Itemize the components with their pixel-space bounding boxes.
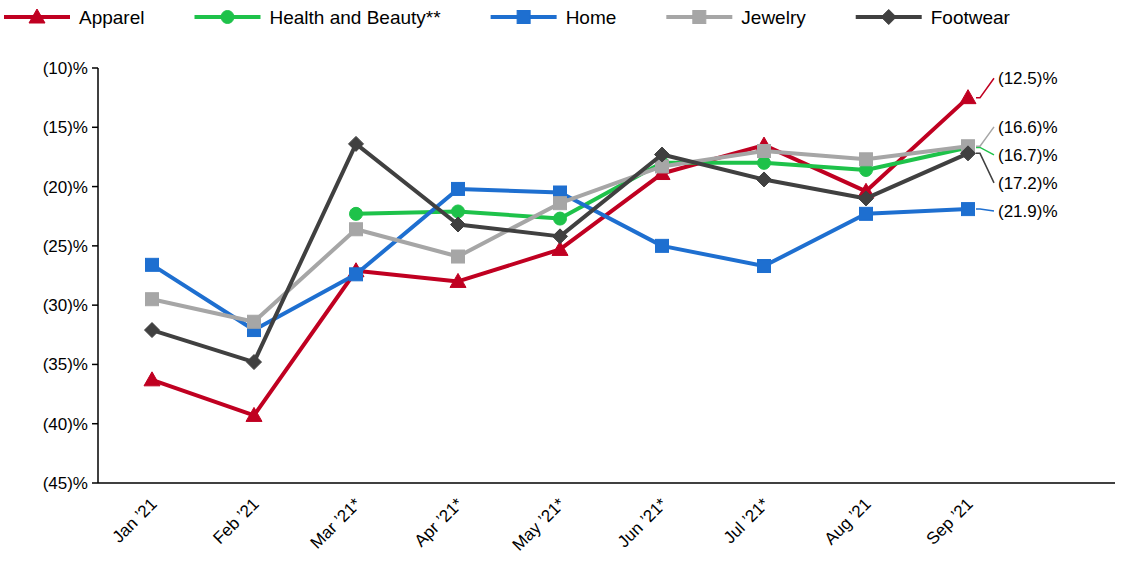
- legend-item: Footwear: [856, 7, 1011, 28]
- marker: [349, 136, 364, 151]
- marker: [451, 217, 466, 232]
- legend-label: Jewelry: [741, 7, 806, 28]
- marker: [554, 212, 567, 225]
- marker: [962, 203, 975, 216]
- marker: [452, 205, 465, 218]
- marker: [246, 407, 262, 421]
- marker: [960, 90, 976, 104]
- y-tick: [92, 364, 98, 366]
- data-label: (16.7)%: [998, 146, 1058, 165]
- legend-item: Health and Beauty**: [195, 7, 442, 28]
- x-tick-label: May ’21*: [509, 494, 569, 554]
- plot-area: [144, 90, 976, 422]
- legend-label: Home: [566, 7, 617, 28]
- y-tick: [92, 186, 98, 188]
- marker: [350, 223, 363, 236]
- marker: [146, 258, 159, 271]
- legend-label: Health and Beauty**: [270, 7, 442, 28]
- marker: [248, 315, 261, 328]
- x-tick-label: Jan ’21: [109, 494, 161, 546]
- y-tick-label: (15)%: [43, 118, 88, 137]
- y-tick: [92, 127, 98, 129]
- legend-label: Apparel: [79, 7, 145, 28]
- legend-item: Jewelry: [666, 7, 806, 28]
- y-tick: [92, 245, 98, 247]
- x-tick-label: Feb ’21: [209, 494, 263, 548]
- legend-label: Footwear: [931, 7, 1011, 28]
- y-tick-label: (45)%: [43, 474, 88, 493]
- marker: [881, 10, 896, 25]
- label-connector: [976, 153, 994, 183]
- marker: [144, 372, 160, 386]
- marker: [145, 323, 160, 338]
- marker: [656, 239, 669, 252]
- marker: [146, 293, 159, 306]
- legend-item: Home: [491, 7, 617, 28]
- x-axis: [98, 482, 1115, 484]
- data-label: (21.9)%: [998, 202, 1058, 221]
- marker: [452, 182, 465, 195]
- marker: [860, 153, 873, 166]
- marker: [859, 191, 874, 206]
- x-tick-label: Sep ’21: [923, 494, 977, 548]
- label-connector: [976, 127, 994, 146]
- y-tick-label: (40)%: [43, 415, 88, 434]
- marker: [29, 9, 45, 23]
- series-line: [152, 146, 968, 321]
- y-tick: [92, 423, 98, 425]
- data-label: (16.6)%: [998, 118, 1058, 137]
- marker: [452, 250, 465, 263]
- y-tick: [92, 67, 98, 69]
- marker: [553, 229, 568, 244]
- series-line: [152, 144, 968, 362]
- marker: [655, 147, 670, 162]
- marker: [758, 145, 771, 158]
- y-tick-label: (10)%: [43, 59, 88, 78]
- data-label: (12.5)%: [998, 69, 1058, 88]
- y-tick-label: (20)%: [43, 178, 88, 197]
- y-tick-label: (30)%: [43, 296, 88, 315]
- marker: [693, 11, 706, 24]
- y-tick-label: (35)%: [43, 355, 88, 374]
- marker: [350, 268, 363, 281]
- marker: [758, 156, 771, 169]
- marker: [221, 11, 234, 24]
- data-label: (17.2)%: [998, 174, 1058, 193]
- marker: [758, 260, 771, 273]
- x-tick-label: Aug ’21: [821, 494, 875, 548]
- y-tick: [92, 304, 98, 306]
- y-tick-label: (25)%: [43, 237, 88, 256]
- label-connector: [976, 78, 994, 97]
- marker: [450, 273, 466, 287]
- marker: [860, 207, 873, 220]
- marker: [961, 146, 976, 161]
- x-tick-label: Jul ’21*: [720, 494, 773, 547]
- series-line: [152, 189, 968, 330]
- marker: [757, 172, 772, 187]
- x-tick-label: Mar ’21*: [307, 494, 365, 552]
- marker: [350, 207, 363, 220]
- y-axis: [97, 68, 99, 483]
- label-connector: [976, 209, 994, 211]
- x-tick-label: Apr ’21*: [411, 494, 467, 550]
- y-tick: [92, 482, 98, 484]
- legend-item: Apparel: [4, 7, 145, 28]
- series-line: [152, 98, 968, 416]
- marker: [517, 11, 530, 24]
- chart: (45)% (40)% (35)% (30)% (25)% (20)% (15)% (10)%…: [0, 0, 1129, 587]
- marker: [554, 197, 567, 210]
- x-tick-label: Jun ’21*: [614, 494, 671, 551]
- marker: [247, 355, 262, 370]
